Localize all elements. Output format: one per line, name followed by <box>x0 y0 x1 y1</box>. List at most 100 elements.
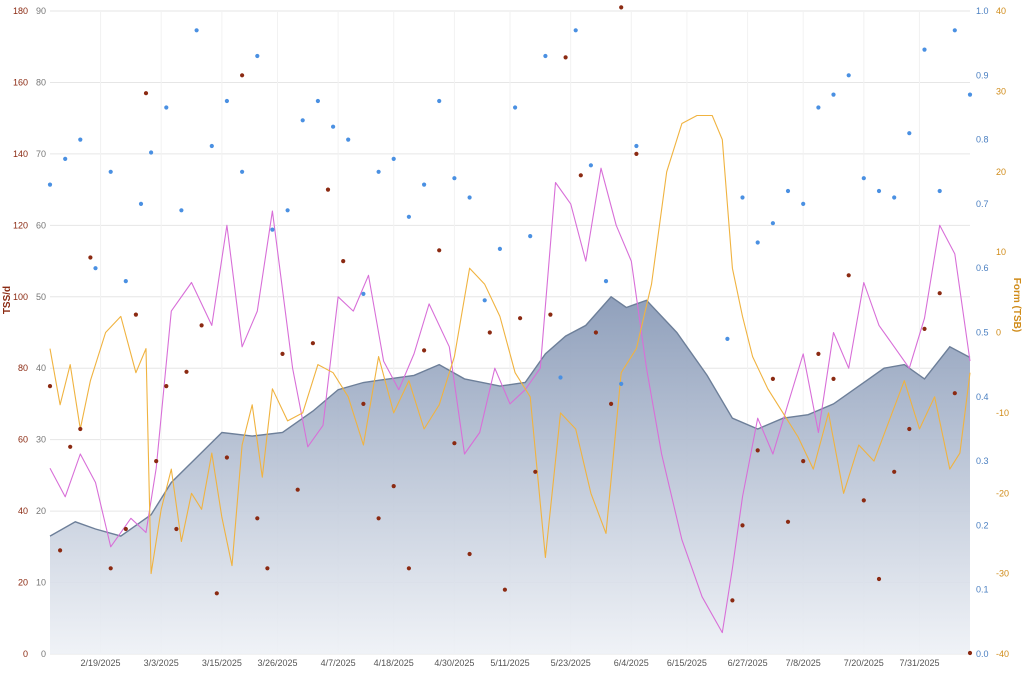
x-tick-label: 6/27/2025 <box>728 658 768 668</box>
inner-left-tick-label: 20 <box>36 506 46 516</box>
right-outer-tick-label: 0.5 <box>976 328 989 338</box>
tss-point <box>593 330 599 335</box>
tss-point <box>740 523 745 528</box>
right-tick-label: 0 <box>996 328 1001 338</box>
if-point <box>619 381 624 386</box>
if-point <box>634 143 639 149</box>
inner-left-tick-label: 40 <box>36 363 46 373</box>
tss-point <box>68 444 73 449</box>
right-tick-label: -30 <box>996 569 1009 579</box>
tss-point <box>280 351 285 356</box>
inner-left-tick-label: 50 <box>36 292 46 302</box>
left-axis-title: TSS/d <box>2 286 13 314</box>
left-tick-label: 40 <box>18 506 28 516</box>
if-point <box>346 137 351 142</box>
if-point <box>937 188 942 194</box>
right-tick-label: 40 <box>996 6 1006 16</box>
atl-line <box>49 167 971 634</box>
if-point <box>93 266 98 271</box>
tss-point <box>452 441 457 446</box>
tss-point <box>255 516 260 521</box>
if-point <box>194 28 199 33</box>
x-tick-label: 4/18/2025 <box>374 658 414 668</box>
left-tick-label: 180 <box>13 6 28 16</box>
ctl-area-layer <box>49 295 971 654</box>
tss-point <box>325 187 331 192</box>
left-tick-label: 120 <box>13 220 28 230</box>
if-point <box>861 176 866 181</box>
right-outer-tick-label: 0.6 <box>976 263 989 273</box>
x-tick-label: 7/20/2025 <box>844 658 884 668</box>
x-tick-label: 6/4/2025 <box>614 658 649 668</box>
tss-point <box>861 498 866 503</box>
if-point <box>406 214 411 219</box>
if-point <box>138 201 144 206</box>
tss-point <box>88 255 93 260</box>
if-point <box>876 188 882 194</box>
if-point <box>376 169 381 174</box>
if-point <box>558 375 563 380</box>
if-point <box>78 137 83 142</box>
if-point <box>846 73 851 78</box>
tss-point <box>952 391 957 396</box>
right-tick-label: -20 <box>996 488 1009 498</box>
if-point <box>528 234 533 239</box>
x-tick-label: 6/15/2025 <box>667 658 707 668</box>
right-axis-title: Form (TSB) <box>1011 278 1022 332</box>
if-point <box>209 143 214 149</box>
tss-point <box>174 526 179 532</box>
if-point <box>922 47 927 52</box>
right-tick-label: 30 <box>996 86 1006 96</box>
x-tick-label: 2/19/2025 <box>80 658 120 668</box>
tss-point <box>922 326 927 331</box>
inner-left-tick-label: 90 <box>36 6 46 16</box>
if-point <box>497 246 502 251</box>
tss-point <box>47 384 53 389</box>
ctl-area <box>50 296 970 654</box>
x-tick-label: 3/26/2025 <box>257 658 297 668</box>
tss-point <box>846 273 851 278</box>
tss-point <box>502 587 507 592</box>
if-point <box>816 105 821 110</box>
right-outer-tick-label: 0.2 <box>976 520 989 530</box>
tss-point <box>876 576 882 582</box>
right-outer-tick-label: 0.7 <box>976 199 989 209</box>
if-point <box>164 105 169 110</box>
right-outer-tick-label: 0.0 <box>976 649 989 659</box>
tss-point <box>224 455 229 460</box>
left-tick-label: 0 <box>23 649 28 659</box>
if-point <box>588 163 594 168</box>
tss-point <box>467 551 472 557</box>
tss-point <box>518 316 523 321</box>
tss-point <box>967 650 973 656</box>
right-outer-tick-label: 0.1 <box>976 585 989 595</box>
x-tick-label: 5/11/2025 <box>490 658 529 668</box>
x-tick-label: 5/23/2025 <box>551 658 591 668</box>
tss-point <box>609 401 614 406</box>
tss-point <box>755 448 760 453</box>
tss-point <box>240 73 245 78</box>
tss-point <box>487 330 492 335</box>
tsb-line <box>49 114 971 575</box>
inner-left-tick-label: 80 <box>36 77 46 87</box>
if-point <box>47 182 53 187</box>
if-point <box>452 176 457 181</box>
tss-point <box>143 91 149 96</box>
tss-point <box>391 484 396 489</box>
inner-left-tick-label: 70 <box>36 149 46 159</box>
if-point <box>770 221 776 226</box>
if-point <box>240 169 245 174</box>
if-point <box>785 188 791 194</box>
if-point <box>422 182 427 187</box>
if-point <box>801 201 806 206</box>
right-outer-tick-label: 0.4 <box>976 392 989 402</box>
left-tick-label: 160 <box>13 77 28 87</box>
if-point <box>482 298 487 303</box>
x-tick-label: 3/15/2025 <box>202 658 242 668</box>
right-outer-tick-label: 1.0 <box>976 6 989 16</box>
tss-point <box>214 591 219 596</box>
if-point <box>437 98 442 104</box>
right-outer-tick-label: 0.3 <box>976 456 989 466</box>
x-tick-label: 3/3/2025 <box>144 658 179 668</box>
x-tick-label: 7/31/2025 <box>899 658 939 668</box>
